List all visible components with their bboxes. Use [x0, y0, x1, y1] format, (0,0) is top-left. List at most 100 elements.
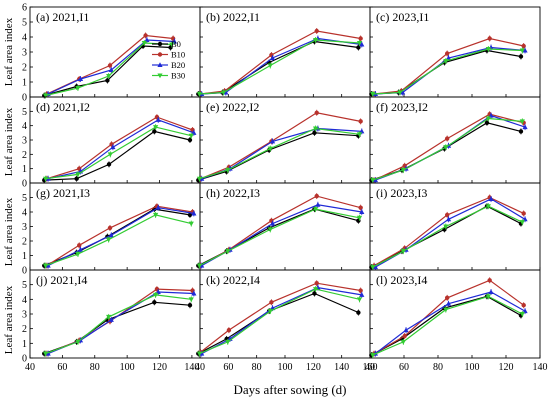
panel-d-series-b30-point: [42, 176, 49, 182]
panel-f-series-b20-line: [375, 114, 526, 181]
panel-b-series-b10-line: [200, 30, 361, 95]
panel-k-series-b20: [199, 284, 365, 357]
panel-h: (h) 2022,I3: [196, 182, 371, 271]
panel-l-series-b30-point: [485, 294, 491, 300]
panel-a-series-b10-point: [107, 63, 113, 68]
panel-e-series-b30-point: [196, 176, 203, 182]
panel-d-series-b20-line: [47, 119, 195, 180]
panel-j-series-b20: [45, 289, 197, 357]
panel-k-series-b20-point: [359, 292, 365, 297]
y-axis-label-row4: Leaf area index: [3, 285, 15, 354]
panel-i-series-b10-point: [444, 212, 450, 218]
panel-d-series-b0-point: [74, 176, 79, 181]
panel-j-ytick-label: 2: [22, 324, 27, 335]
panel-a-series-b10-point: [143, 33, 148, 38]
panel-k-xtick-label: 120: [306, 362, 321, 373]
panel-f-series-b30-point: [370, 178, 376, 183]
panel-c-series-b0-line: [371, 49, 522, 95]
y-axis-labels: Leaf area index Leaf area index Leaf are…: [3, 17, 15, 354]
panel-d-series-b10: [44, 114, 195, 182]
panel-k-series-b30-point: [267, 309, 273, 314]
panel-f-title: (f) 2023,I2: [376, 100, 428, 114]
panel-l-series-b20-point: [403, 327, 409, 333]
panel-e: (e) 2022,I2: [196, 96, 371, 184]
panel-g-ytick-label: 5: [22, 193, 27, 204]
legend-label-b0: B0: [171, 39, 181, 49]
panel-j-series-b0: [42, 299, 193, 357]
panel-d-series-b30-point: [75, 172, 81, 178]
panel-l-xtick-label: 40: [365, 362, 375, 373]
panel-i-series-b20: [372, 195, 528, 271]
panel-f-series-b10-point: [444, 136, 450, 141]
panel-l-series-b30-point: [519, 312, 525, 317]
panel-a-series-b30-point: [106, 74, 112, 79]
panel-h-series-b10-point: [314, 193, 319, 199]
panel-j-series-b30-point: [42, 351, 49, 357]
panel-k: 40 60 80 100 120 140 160 (k) 2022,I4: [195, 269, 378, 373]
panel-g-series-b10-line: [46, 205, 193, 267]
panel-j-title: (j) 2021,I4: [36, 273, 87, 287]
panel-j-series-b0-point: [152, 300, 157, 305]
panel-b-series-b30-point: [267, 63, 273, 69]
panel-h-series-b30: [196, 206, 363, 269]
panel-k-series-b30-point: [313, 287, 319, 292]
panel-j-series-b10-line: [46, 288, 193, 355]
panel-j-xtick-label: 140: [184, 362, 199, 373]
panel-g-ytick-label: 3: [22, 222, 27, 233]
panel-h-series-b10-point: [358, 205, 363, 210]
panel-k-series-b0: [196, 290, 361, 357]
panel-i-series-b20-line: [375, 198, 526, 268]
panel-a-ytick-label: 2: [22, 63, 27, 74]
panel-l-series-b10-point: [402, 333, 407, 339]
panel-i-series-b20-point: [488, 196, 494, 201]
legend-marker-b0: [157, 41, 163, 47]
panel-c-series-b10-point: [487, 36, 492, 41]
panel-i-series-b30: [370, 203, 525, 271]
panel-b-series-b0-line: [198, 40, 359, 95]
panel-h-series-b20-point: [269, 220, 276, 226]
panel-j-series-b20-point: [191, 290, 197, 296]
panel-i-series-b10-point: [521, 211, 526, 216]
panel-a-series-b0-point: [105, 78, 110, 83]
panel-i-series-b30-point: [519, 220, 525, 225]
panel-d-series-b30-point: [153, 125, 159, 130]
panel-h-series-b10-line: [200, 195, 361, 267]
panel-e-title: (e) 2022,I2: [206, 100, 259, 114]
panel-g-series-b20-point: [108, 232, 114, 238]
panel-f-series-b30: [370, 115, 525, 184]
panel-l: 40 60 80 100 120 140 (l) 2023,I4: [365, 269, 548, 373]
panel-a-series-b30-point: [141, 41, 147, 46]
panel-d-ytick-label: 1: [22, 164, 27, 175]
panel-c: (c) 2023,I1: [369, 6, 541, 98]
panel-a-ytick-label: 4: [22, 33, 27, 44]
panel-c-series-b10-line: [374, 37, 524, 95]
panel-j-series-b0-point: [187, 303, 193, 308]
y-axis-label-row2: Leaf area index: [3, 107, 15, 176]
panel-a-series-b20-point: [108, 67, 114, 72]
panel-i-series-b30-point: [485, 204, 491, 209]
panel-f-series-b30-point: [485, 116, 491, 122]
panel-j-xtick-label: 80: [90, 362, 100, 373]
panel-g-series-b20-point: [77, 246, 84, 252]
panel-d-ytick-label: 3: [22, 136, 27, 147]
panel-l-series-b10-point: [487, 278, 492, 283]
panel-c-series-b20-point: [522, 47, 528, 53]
panel-h-series-b20: [199, 201, 365, 269]
panel-g-series-b10: [44, 203, 195, 269]
panel-d-series-b20-point: [155, 117, 161, 122]
panel-d-series-b0-point: [106, 162, 112, 167]
panel-g-series-b30-line: [45, 214, 192, 267]
panel-a-ytick-label: 6: [22, 3, 27, 14]
panel-j-series-b30-point: [188, 297, 194, 303]
panel-l-series-b20: [372, 289, 528, 357]
panel-j-series-b30-point: [106, 314, 112, 320]
y-axis-label-row3: Leaf area index: [3, 197, 15, 266]
panel-e-series-b30-point: [225, 168, 231, 173]
panel-b-series-b30-point: [356, 41, 363, 46]
legend-label-b30: B30: [171, 71, 185, 81]
panel-l-series-b10-line: [373, 279, 525, 355]
panel-l-xtick-label: 80: [433, 362, 443, 373]
panel-h-series-b20-point: [315, 201, 321, 207]
panel-j-ytick-label: 4: [22, 295, 27, 306]
panel-f-series-b30-point: [519, 119, 525, 125]
